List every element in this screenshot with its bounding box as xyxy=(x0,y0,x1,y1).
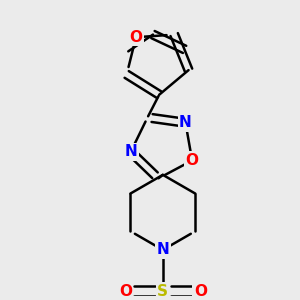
Text: O: O xyxy=(186,153,199,168)
Text: O: O xyxy=(130,30,142,45)
Text: S: S xyxy=(157,284,168,299)
Text: N: N xyxy=(157,242,169,257)
Text: O: O xyxy=(194,284,207,299)
Text: O: O xyxy=(119,284,132,299)
Text: N: N xyxy=(124,144,137,159)
Text: N: N xyxy=(179,115,192,130)
